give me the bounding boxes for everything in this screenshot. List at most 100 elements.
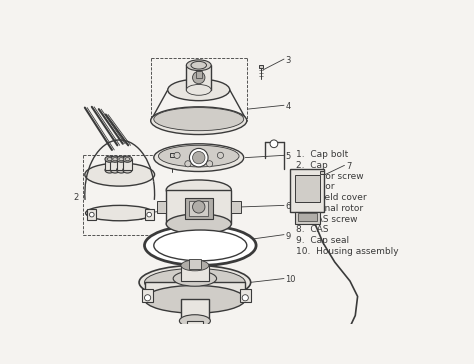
Ellipse shape [145,269,245,296]
Bar [87,209,96,220]
Bar [331,331,353,346]
Bar [319,171,324,174]
Text: 4.  Rotor: 4. Rotor [296,182,334,191]
Text: 3.  Rotor screw: 3. Rotor screw [296,171,363,181]
Bar [298,213,317,221]
Circle shape [147,212,152,217]
Ellipse shape [119,158,124,161]
Ellipse shape [85,163,155,186]
Ellipse shape [107,158,112,161]
Bar [190,201,208,216]
Ellipse shape [110,167,120,173]
Circle shape [192,71,205,84]
Text: 10.  Housing assembly: 10. Housing assembly [296,247,398,256]
Text: 9: 9 [285,232,291,241]
Bar [353,335,357,343]
Bar [231,201,241,213]
Ellipse shape [179,315,210,327]
Ellipse shape [168,79,230,101]
Bar [193,338,196,344]
Ellipse shape [186,84,211,95]
Text: 2.  Cap: 2. Cap [296,161,328,170]
Text: 6: 6 [285,202,291,211]
Bar [181,299,209,321]
Ellipse shape [105,156,114,162]
Ellipse shape [117,156,126,162]
Circle shape [218,152,224,158]
Ellipse shape [145,285,245,313]
Bar [295,211,319,224]
Bar [166,190,231,224]
Ellipse shape [123,167,132,173]
Text: 7.  CAS screw: 7. CAS screw [296,215,357,223]
Bar [290,169,324,211]
Ellipse shape [151,107,247,135]
Bar [186,65,211,90]
Bar [240,289,251,302]
Ellipse shape [158,145,239,167]
Ellipse shape [173,271,217,286]
Text: 2: 2 [73,193,79,202]
Ellipse shape [110,156,120,162]
Bar [142,289,153,302]
Text: 10: 10 [285,276,296,284]
Text: 4: 4 [285,102,291,111]
Circle shape [242,295,248,301]
Circle shape [190,149,208,167]
Ellipse shape [184,330,206,339]
Bar [181,265,209,281]
Ellipse shape [125,158,130,161]
Circle shape [192,151,205,164]
Ellipse shape [117,167,126,173]
Bar [157,201,166,213]
Ellipse shape [86,205,154,221]
Text: 5.  Shield cover: 5. Shield cover [296,193,366,202]
Bar [190,338,192,344]
Text: 3: 3 [285,56,291,65]
Ellipse shape [191,62,207,69]
Bar [187,321,202,335]
Circle shape [90,212,94,217]
Text: 1: 1 [189,159,194,168]
Ellipse shape [166,180,231,200]
Circle shape [192,201,205,213]
Ellipse shape [186,60,211,71]
Text: 1.  Cap bolt: 1. Cap bolt [296,150,348,159]
Circle shape [207,161,213,167]
Ellipse shape [154,108,244,131]
Bar [189,259,201,269]
Ellipse shape [154,144,244,171]
Bar [196,71,202,78]
Bar [117,159,126,170]
Circle shape [270,140,278,148]
Ellipse shape [145,225,256,265]
Bar [328,335,331,343]
Text: 9.  Cap seal: 9. Cap seal [296,236,349,245]
Text: 6.  Signal rotor: 6. Signal rotor [296,204,363,213]
Ellipse shape [166,214,231,234]
Bar [185,198,213,219]
Circle shape [174,152,180,158]
Bar [105,159,114,170]
Bar [170,153,174,157]
Ellipse shape [105,167,114,173]
Bar [201,338,204,344]
Text: 7: 7 [346,162,351,171]
Bar [145,209,154,220]
Bar [259,65,263,68]
Ellipse shape [139,265,251,299]
Bar [197,338,201,344]
Bar [334,332,350,343]
Text: 5: 5 [285,152,291,161]
Ellipse shape [154,230,247,261]
Bar [110,159,120,170]
Bar [123,159,132,170]
Ellipse shape [123,156,132,162]
Bar [295,175,319,202]
Text: 8.  CAS: 8. CAS [296,225,328,234]
Text: 8: 8 [137,213,143,222]
Circle shape [145,295,151,301]
Bar [186,338,189,344]
Ellipse shape [113,158,118,161]
Bar [145,282,245,299]
